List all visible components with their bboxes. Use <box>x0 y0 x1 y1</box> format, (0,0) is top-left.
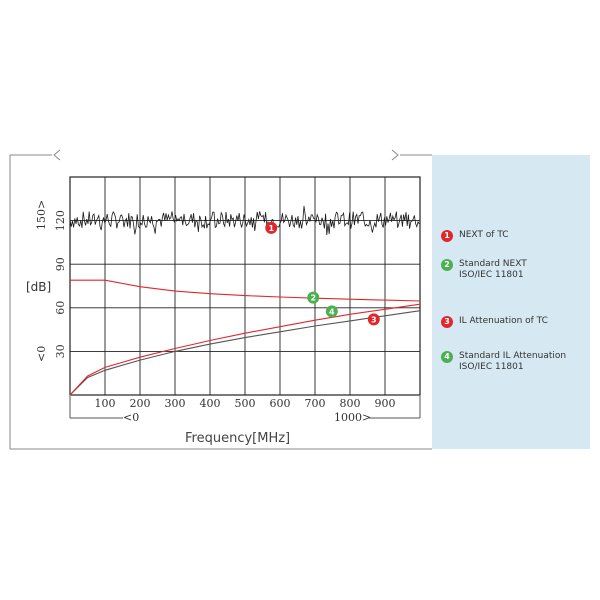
y-tick-label-120: 120 <box>54 210 67 231</box>
series-badge-circle-1 <box>265 221 278 234</box>
series-badge-circle-2 <box>307 291 320 304</box>
series-badge-circle-4 <box>325 305 338 318</box>
legend-label-line2: ISO/IEC 11801 <box>459 362 524 372</box>
x-tick-label-400: 400 <box>200 397 221 410</box>
series-badge-text-2: 2 <box>310 294 316 303</box>
series-line-1 <box>69 205 420 265</box>
legend-label: Standard NEXT ISO/IEC 11801 <box>459 259 527 281</box>
x-tick-label-500: 500 <box>235 397 256 410</box>
y-tick-label-90: 90 <box>54 257 67 271</box>
legend-label-line: Standard IL Attenuation <box>459 351 567 361</box>
x-tick-label-800: 800 <box>340 397 361 410</box>
badge-layer: 1 2 3 4 <box>265 221 380 326</box>
series-badge-1: 1 <box>265 221 278 234</box>
legend-item-next-tc: 1 NEXT of TC <box>441 230 509 242</box>
x-tick-label-600: 600 <box>270 397 291 410</box>
y-axis-title: [dB] <box>26 280 51 294</box>
legend-panel <box>432 155 590 449</box>
legend-label: NEXT of TC <box>459 230 509 241</box>
series-badge-2: 2 <box>307 291 320 304</box>
legend-item-il-tc: 3 IL Attenuation of TC <box>441 316 548 328</box>
x-tick-label-700: 700 <box>305 397 326 410</box>
series-layer <box>69 205 421 396</box>
legend-item-standard-next: 2 Standard NEXT ISO/IEC 11801 <box>441 259 527 281</box>
legend-label-line2: ISO/IEC 11801 <box>459 270 524 280</box>
legend-item-standard-il: 4 Standard IL Attenuation ISO/IEC 11801 <box>441 351 566 373</box>
y-top-label: 150> <box>35 200 48 230</box>
y-tick-label-30: 30 <box>54 344 67 358</box>
y-bottom-label: <0 <box>35 346 48 362</box>
legend-badge-1: 1 <box>441 230 453 242</box>
series-badge-4: 4 <box>325 305 338 318</box>
x-axis-title: Frequency[MHz] <box>185 431 290 446</box>
legend-label: IL Attenuation of TC <box>459 316 548 327</box>
series-badge-3: 3 <box>367 313 380 326</box>
legend-label-line: Standard NEXT <box>459 259 527 269</box>
series-line-2 <box>70 279 421 302</box>
series-badge-text-1: 1 <box>268 224 274 233</box>
legend-badge-3: 3 <box>441 316 453 328</box>
legend-badge-2: 2 <box>441 259 453 271</box>
x-tick-label-100: 100 <box>95 397 116 410</box>
series-line-4 <box>69 303 421 396</box>
legend-badge-4: 4 <box>441 351 453 363</box>
legend-label: Standard IL Attenuation ISO/IEC 11801 <box>459 351 566 373</box>
series-line-3 <box>69 310 421 396</box>
tick-layer: 100 200 300 400 500 600 700 800 900 30 60 90 120 <box>54 210 396 410</box>
outer-frame <box>9 149 432 450</box>
x-right-label: 1000> <box>334 411 371 424</box>
legend-label-line: NEXT of TC <box>459 230 509 240</box>
x-left-label: <0 <box>123 411 139 424</box>
series-badge-text-4: 4 <box>329 307 335 316</box>
x-tick-label-200: 200 <box>130 397 151 410</box>
x-tick-label-300: 300 <box>165 397 186 410</box>
series-badge-text-3: 3 <box>371 315 377 324</box>
x-tick-label-900: 900 <box>375 397 396 410</box>
y-tick-label-60: 60 <box>54 301 67 315</box>
series-badge-circle-3 <box>367 313 380 326</box>
legend-label-line: IL Attenuation of TC <box>459 316 548 326</box>
